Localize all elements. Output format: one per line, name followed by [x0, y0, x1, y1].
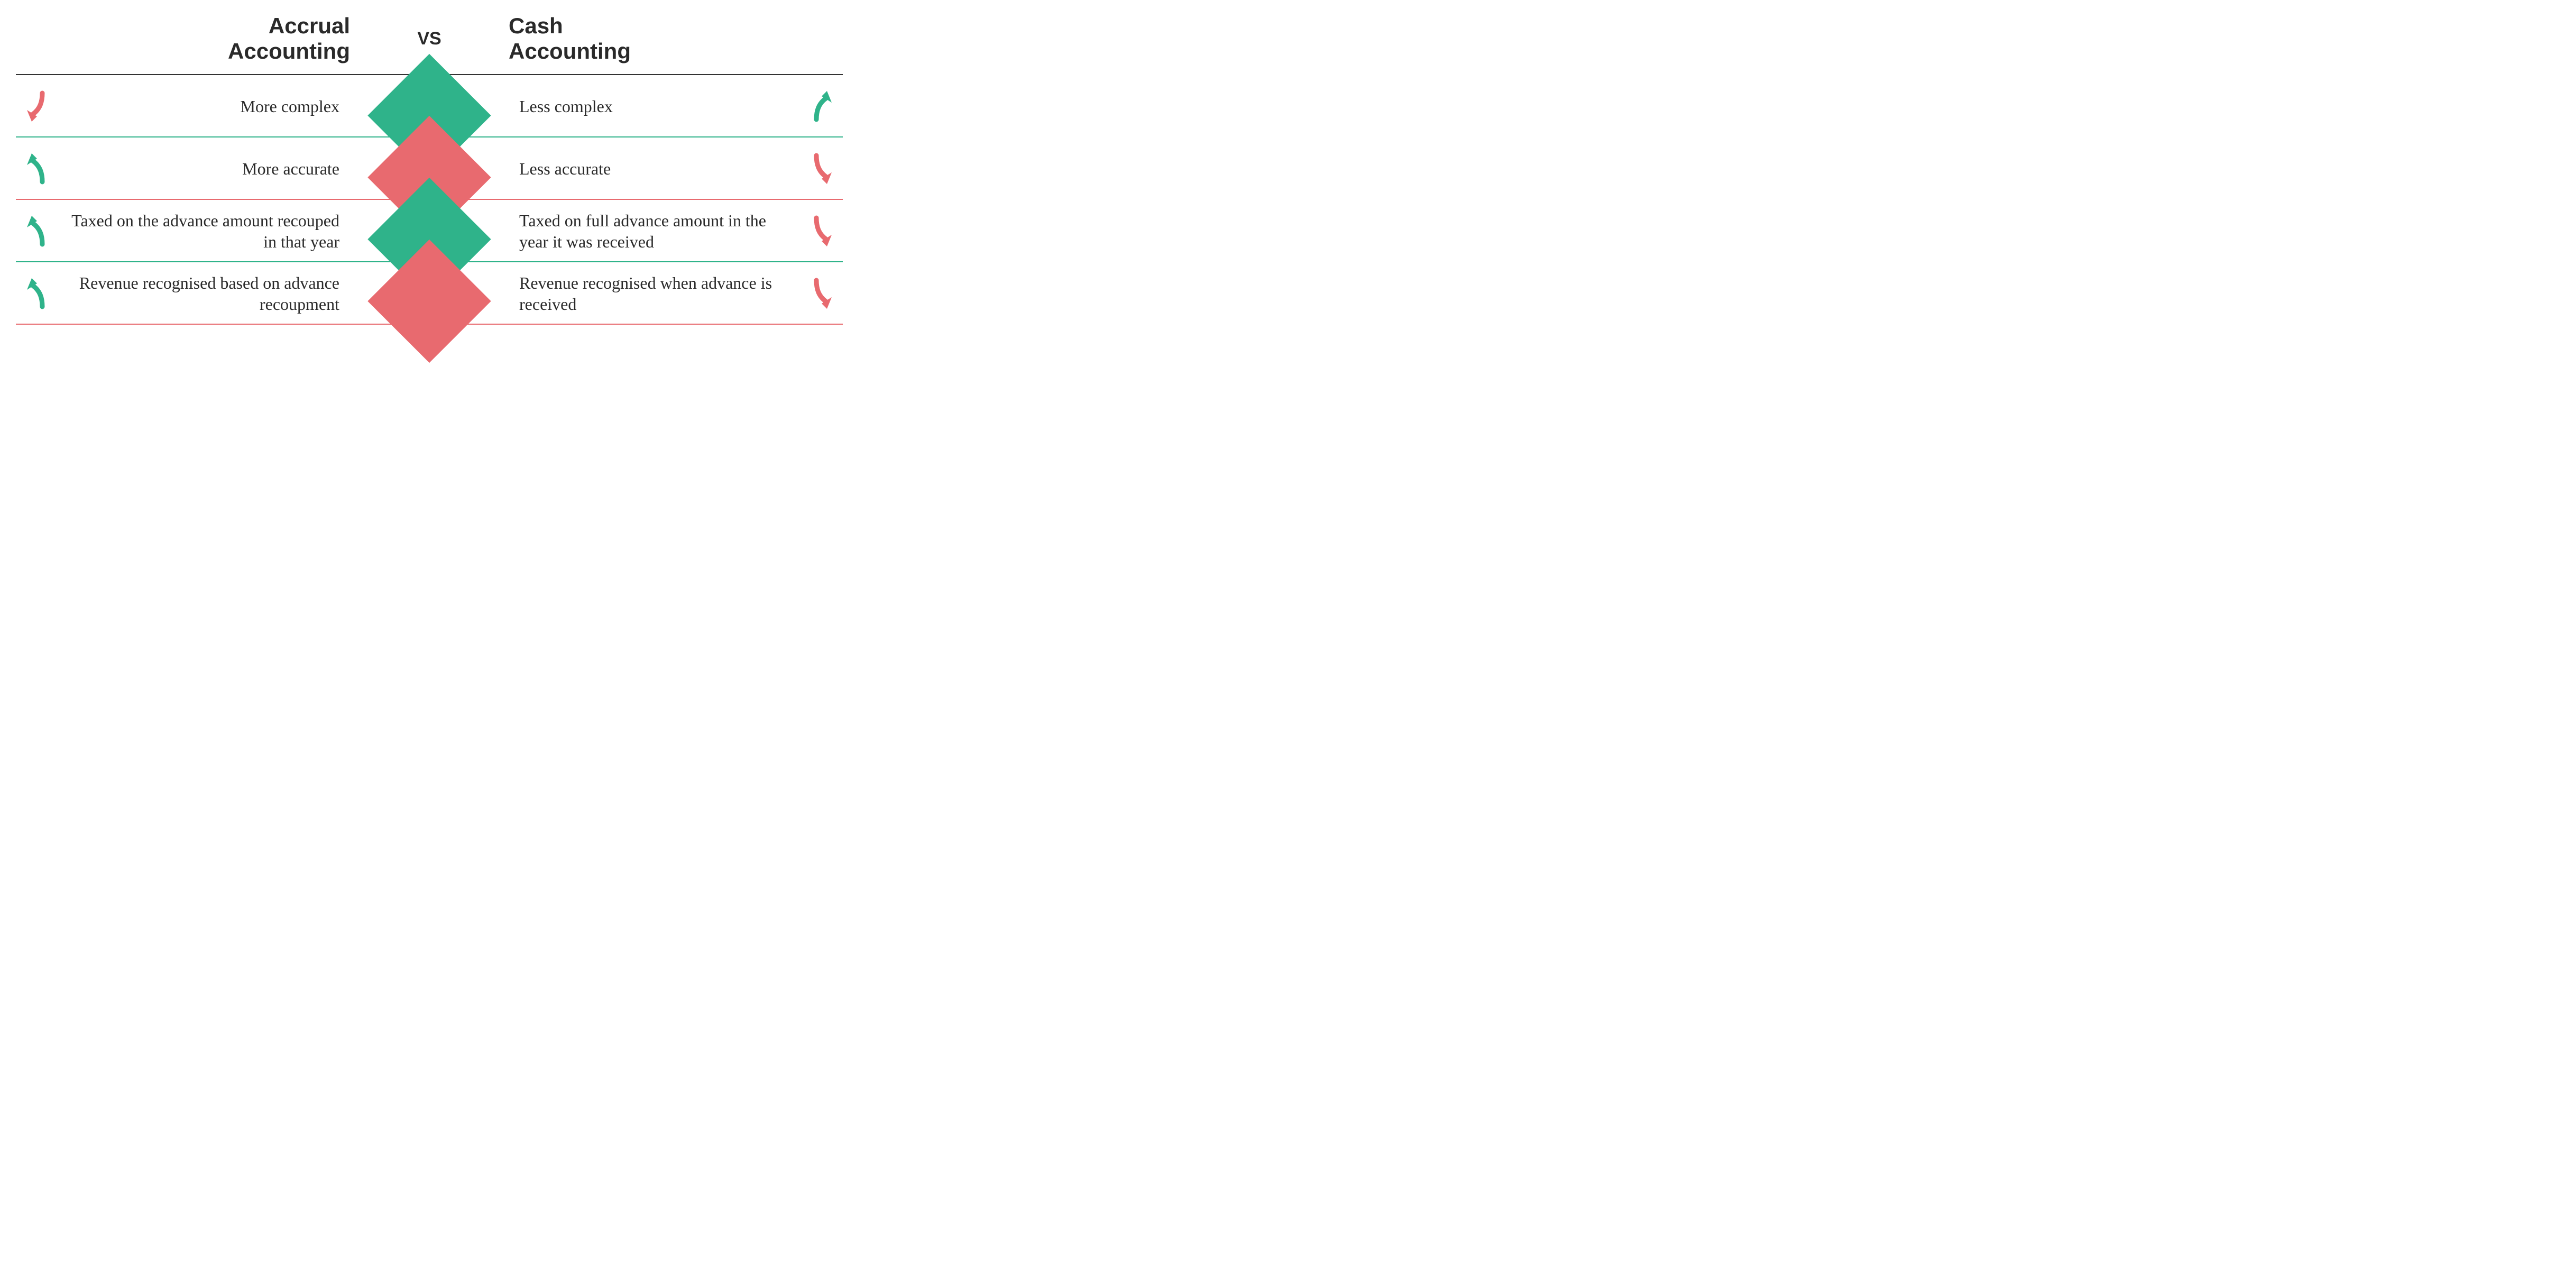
arrow-down-icon [795, 215, 843, 247]
arrow-down-icon [795, 277, 843, 310]
arrow-up-icon [16, 277, 63, 310]
comparison-row: Taxed on the advance amount recouped in … [16, 200, 843, 262]
row-divider [16, 324, 843, 325]
header-vs: VS [398, 29, 461, 49]
row-right-text: Taxed on full advance amount in the year… [461, 210, 795, 252]
comparison-row: Revenue recognised based on advance reco… [16, 262, 843, 325]
header-left-line1: Accrual [269, 13, 350, 38]
row-left-text: Taxed on the advance amount recouped in … [63, 210, 398, 252]
header-left-line2: Accounting [228, 39, 350, 63]
comparison-row: More complex Less complex [16, 75, 843, 137]
arrow-up-icon [16, 152, 63, 185]
row-right-text: Less complex [461, 96, 795, 117]
comparison-row: More accurate Less accurate [16, 137, 843, 200]
rows-container: More complex Less complex More accurate Le… [16, 75, 843, 325]
arrow-up-icon [16, 215, 63, 247]
header-right-line2: Accounting [509, 39, 631, 63]
row-right-text: Revenue recognised when advance is recei… [461, 272, 795, 315]
row-right-text: Less accurate [461, 158, 795, 179]
header-right: Cash Accounting [461, 13, 843, 65]
row-left-text: More accurate [63, 158, 398, 179]
arrow-down-icon [16, 90, 63, 123]
header-right-line1: Cash [509, 13, 563, 38]
arrow-down-icon [795, 152, 843, 185]
header-left: Accrual Accounting [16, 13, 398, 65]
header-row: Accrual Accounting VS Cash Accounting [16, 13, 843, 75]
arrow-up-icon [795, 90, 843, 123]
row-left-text: Revenue recognised based on advance reco… [63, 272, 398, 315]
comparison-infographic: Accrual Accounting VS Cash Accounting Mo… [16, 13, 843, 325]
row-left-text: More complex [63, 96, 398, 117]
